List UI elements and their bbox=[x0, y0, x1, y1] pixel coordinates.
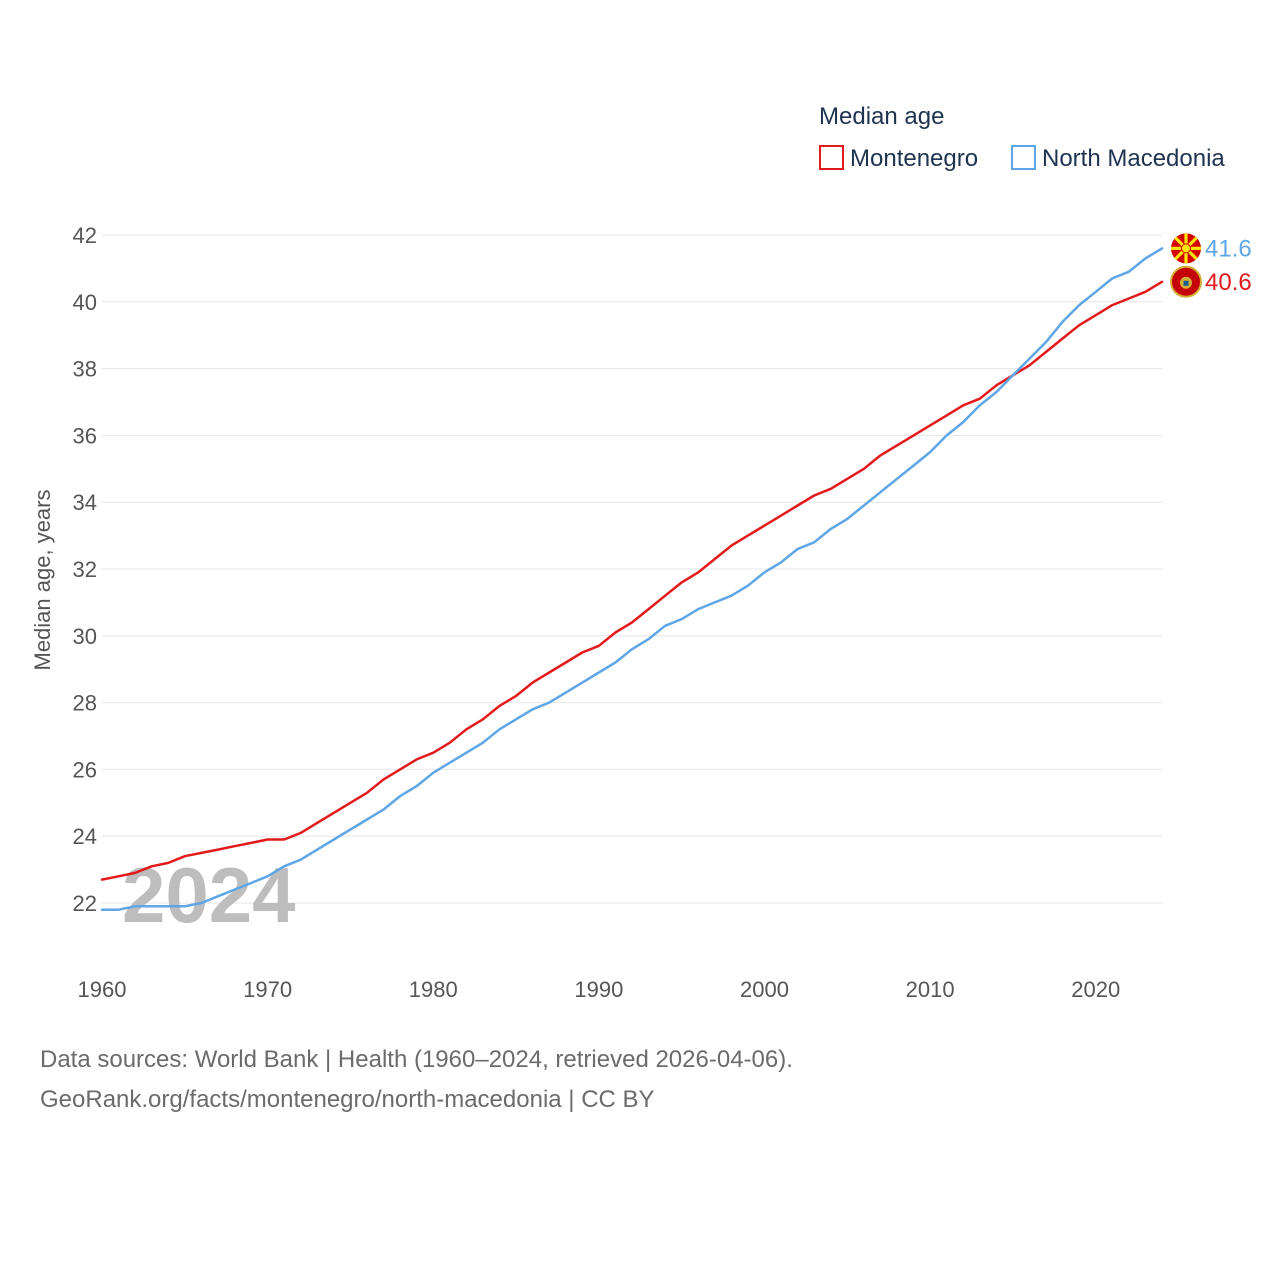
x-tick-label: 1980 bbox=[409, 977, 458, 1002]
montenegro-flag-icon bbox=[1170, 265, 1202, 298]
x-tick-label: 1990 bbox=[574, 977, 623, 1002]
y-axis-title: Median age, years bbox=[30, 490, 55, 671]
y-tick-label: 30 bbox=[73, 624, 97, 649]
legend-item-north-macedonia[interactable]: North Macedonia bbox=[1011, 145, 1225, 172]
x-tick-label: 1960 bbox=[78, 977, 127, 1002]
y-tick-label: 24 bbox=[73, 824, 97, 849]
legend: Median age Montenegro North Macedonia bbox=[819, 103, 1225, 172]
y-tick-label: 28 bbox=[73, 691, 97, 716]
source-line: Data sources: World Bank | Health (1960–… bbox=[40, 1046, 793, 1073]
y-tick-label: 22 bbox=[73, 891, 97, 916]
series-line-montenegro[interactable] bbox=[100, 280, 1164, 881]
y-tick-label: 40 bbox=[73, 290, 97, 315]
legend-item-montenegro[interactable]: Montenegro bbox=[819, 145, 978, 172]
gridlines bbox=[102, 234, 1162, 904]
end-value-label-north-macedonia: 41.6 bbox=[1205, 235, 1252, 262]
x-tick-label: 1970 bbox=[243, 977, 292, 1002]
y-tick-label: 32 bbox=[73, 557, 97, 582]
x-tick-label: 2000 bbox=[740, 977, 789, 1002]
y-tick-label: 26 bbox=[73, 757, 97, 782]
legend-label-north-macedonia: North Macedonia bbox=[1042, 145, 1225, 172]
y-tick-label: 36 bbox=[73, 423, 97, 448]
y-tick-label: 38 bbox=[73, 357, 97, 382]
legend-label-montenegro: Montenegro bbox=[850, 145, 978, 172]
source-link[interactable]: GeoRank.org/facts/montenegro/north-maced… bbox=[40, 1086, 655, 1113]
y-axis: 22 24 26 28 30 32 34 36 38 40 42 bbox=[73, 223, 97, 916]
x-tick-label: 2010 bbox=[906, 977, 955, 1002]
north-macedonia-flag-icon bbox=[1171, 233, 1201, 264]
legend-title: Median age bbox=[819, 103, 944, 130]
x-axis: 1960 1970 1980 1990 2000 2010 2020 bbox=[78, 977, 1121, 1002]
series-lines bbox=[100, 247, 1164, 911]
series-end-markers: 40.6 41.6 bbox=[1170, 233, 1252, 298]
series-line-north-macedonia[interactable] bbox=[100, 247, 1164, 911]
y-tick-label: 42 bbox=[73, 223, 97, 248]
year-watermark: 2024 bbox=[122, 851, 296, 939]
legend-swatch-north-macedonia bbox=[1011, 145, 1036, 170]
legend-swatch-montenegro bbox=[819, 145, 844, 170]
end-value-label-montenegro: 40.6 bbox=[1205, 269, 1252, 296]
x-tick-label: 2020 bbox=[1071, 977, 1120, 1002]
y-tick-label: 34 bbox=[73, 490, 97, 515]
